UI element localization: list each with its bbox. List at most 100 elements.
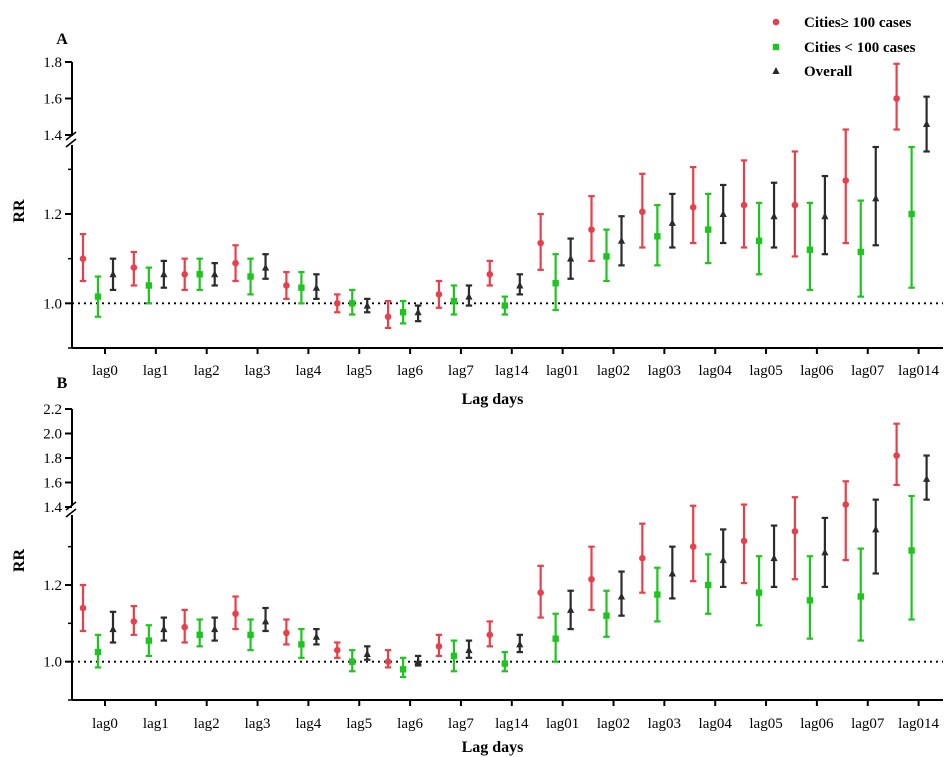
data-point — [486, 631, 494, 639]
legend-label: Cities≥ 100 cases — [804, 15, 912, 31]
x-tick-label: lag05 — [749, 363, 782, 379]
data-point — [842, 501, 850, 508]
data-point — [537, 589, 544, 596]
x-tick-label: lag14 — [495, 363, 529, 379]
data-point — [160, 625, 168, 633]
data-point — [923, 120, 931, 128]
data-point — [298, 641, 305, 648]
x-tick-label: lag2 — [194, 363, 220, 379]
x-tick-label: lag02 — [597, 363, 630, 379]
data-point — [435, 291, 443, 298]
data-point — [261, 617, 270, 625]
data-point — [94, 293, 102, 300]
panel-b: B 1.4 1.6 1.8 2.0 2.2 1.0 1.2 RR lag0 lag1 lag2 lag3… — [11, 375, 943, 756]
y-tick-label: 1.0 — [43, 296, 62, 312]
data-point — [668, 218, 676, 226]
data-point — [617, 592, 626, 600]
data-point — [465, 646, 473, 654]
x-tick-label: lag02 — [597, 716, 630, 732]
y-tick-label: 1.8 — [43, 55, 62, 71]
data-point — [232, 259, 239, 267]
data-point — [363, 301, 371, 309]
legend-label: Cities < 100 cases — [804, 40, 916, 56]
data-point — [705, 226, 712, 233]
data-point — [791, 528, 799, 535]
data-point — [414, 657, 422, 665]
data-point — [196, 631, 203, 639]
x-tick-label: lag3 — [245, 363, 271, 379]
data-point — [130, 264, 138, 271]
x-tick-label: lag04 — [699, 716, 733, 732]
data-point — [567, 605, 575, 613]
x-tick-label: lag05 — [749, 716, 782, 732]
data-point — [705, 581, 712, 589]
y-axis-title: RR — [11, 199, 28, 223]
legend-marker — [772, 67, 780, 74]
x-tick-label: lag6 — [397, 363, 423, 379]
data-point — [384, 313, 392, 321]
data-point — [516, 640, 524, 648]
x-tick-label: lag3 — [245, 716, 271, 732]
x-tick-label: lag01 — [546, 363, 579, 379]
data-point — [740, 201, 748, 209]
data-point — [501, 660, 508, 667]
panel-a: A 1.4 1.6 1.8 1.0 1.2 RR lag0 lag1 lag2 lag3 lag4 la… — [11, 31, 943, 408]
y-tick-label: 1.6 — [43, 92, 62, 108]
data-point — [770, 554, 778, 562]
data-point — [94, 648, 102, 656]
data-point — [333, 300, 341, 307]
data-point — [312, 632, 320, 640]
data-point — [181, 623, 188, 631]
data-point — [603, 612, 610, 619]
data-point — [298, 284, 305, 291]
data-point — [689, 543, 697, 550]
x-tick-label: lag0 — [92, 716, 118, 732]
series-0 — [79, 62, 900, 329]
x-axis-title: Lag days — [462, 739, 524, 756]
data-point — [399, 309, 407, 316]
x-tick-label: lag1 — [143, 716, 169, 732]
legend-label: Overall — [804, 64, 852, 80]
data-point — [211, 270, 219, 278]
data-point — [450, 297, 458, 305]
x-tick-label: lag2 — [194, 716, 220, 732]
data-point — [872, 194, 880, 202]
data-point — [349, 658, 356, 665]
data-point — [842, 177, 850, 184]
data-point — [333, 646, 341, 654]
data-point — [486, 271, 494, 278]
data-point — [109, 270, 117, 278]
y-tick-label: 1.4 — [43, 500, 62, 516]
series-0 — [79, 422, 900, 669]
data-point — [79, 604, 87, 612]
legend: Cities≥ 100 cases Cities < 100 cases Overa… — [772, 15, 916, 80]
series-2 — [109, 454, 931, 667]
data-point — [908, 547, 915, 554]
data-point — [689, 204, 697, 211]
data-point — [247, 273, 254, 280]
y-tick-label: 1.4 — [43, 128, 62, 144]
x-tick-label: lag07 — [851, 363, 885, 379]
x-tick-label: lag4 — [295, 363, 321, 379]
data-point — [501, 302, 508, 309]
data-point — [283, 629, 290, 637]
axis-break-mark — [65, 508, 77, 518]
data-point — [181, 271, 188, 278]
data-point — [567, 254, 575, 262]
data-point — [857, 593, 864, 600]
y-tick-label: 1.6 — [43, 476, 62, 492]
data-point — [821, 548, 829, 556]
data-point — [414, 308, 422, 316]
data-point — [603, 253, 610, 260]
y-tick-label: 1.0 — [43, 655, 62, 671]
x-tick-label: lag1 — [143, 363, 169, 379]
data-point — [719, 210, 727, 217]
data-point — [552, 280, 559, 287]
x-tick-label: lag03 — [648, 363, 681, 379]
data-point — [109, 625, 117, 633]
x-tick-label: lag4 — [295, 716, 321, 732]
legend-marker — [772, 43, 780, 51]
data-point — [363, 650, 371, 657]
y-tick-label: 2.2 — [43, 402, 62, 418]
data-point — [261, 263, 270, 271]
